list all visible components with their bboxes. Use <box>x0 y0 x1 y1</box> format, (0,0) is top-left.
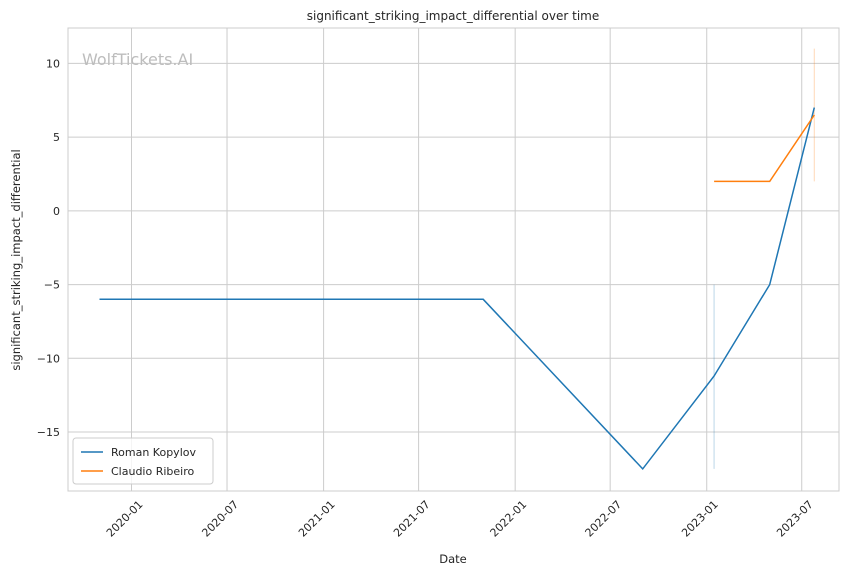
x-tick-label: 2023-07 <box>774 498 816 540</box>
y-tick-label: −10 <box>37 352 60 365</box>
x-tick-label: 2022-07 <box>583 498 625 540</box>
legend-label-roman-kopylov: Roman Kopylov <box>111 446 196 459</box>
y-tick-labels: −15 −10 −5 0 5 10 <box>37 57 60 439</box>
series-line-roman-kopylov <box>99 107 816 471</box>
x-tick-labels: 2020-01 2020-07 2021-01 2021-07 2022-01 2022-… <box>104 498 816 540</box>
series-lines <box>99 107 816 471</box>
y-tick-label: 5 <box>53 131 60 144</box>
x-tick-label: 2021-01 <box>296 498 338 540</box>
chart-title: significant_striking_impact_differential… <box>307 9 599 23</box>
x-tick-label: 2020-01 <box>104 498 146 540</box>
x-tick-label: 2022-01 <box>488 498 530 540</box>
y-axis-label: significant_striking_impact_differential <box>9 149 23 370</box>
grid <box>68 28 839 491</box>
y-tick-label: 10 <box>46 57 60 70</box>
x-tick-label: 2020-07 <box>199 498 241 540</box>
legend-label-claudio-ribeiro: Claudio Ribeiro <box>111 465 195 478</box>
x-tick-label: 2023-01 <box>679 498 721 540</box>
legend: Roman Kopylov Claudio Ribeiro <box>72 437 214 485</box>
series-line-claudio-ribeiro <box>714 114 815 183</box>
y-tick-label: −15 <box>37 426 60 439</box>
y-tick-label: 0 <box>53 205 60 218</box>
y-tick-label: −5 <box>44 279 60 292</box>
x-axis-label: Date <box>439 552 467 566</box>
legend-box <box>72 437 214 485</box>
plot-area <box>67 27 840 492</box>
x-tick-label: 2021-07 <box>391 498 433 540</box>
watermark: WolfTickets.AI <box>82 50 193 69</box>
